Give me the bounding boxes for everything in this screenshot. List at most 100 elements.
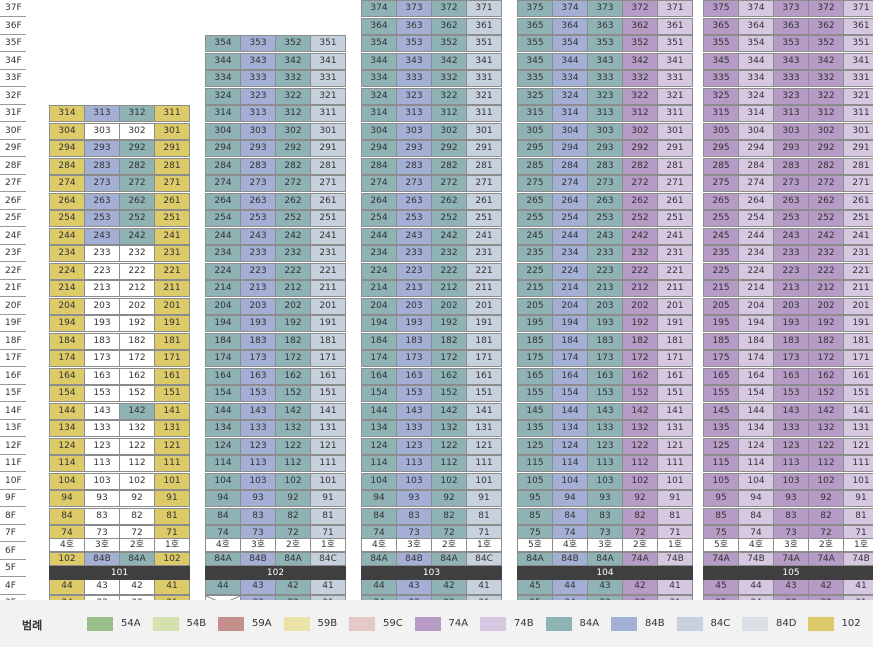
unit-cell: 182	[119, 332, 155, 350]
unit-type-label: 102	[154, 552, 190, 566]
unit-cell: 121	[843, 437, 873, 455]
unit-cell: 141	[843, 402, 873, 420]
unit-cell: 281	[310, 157, 346, 175]
unit-line-header: 3호	[396, 538, 432, 552]
unit-cell: 284	[361, 157, 397, 175]
unit-cell: 271	[657, 175, 693, 192]
unit-cell: 133	[396, 420, 432, 437]
unit-cell: 332	[622, 70, 658, 87]
unit-cell: 83	[587, 507, 623, 525]
unit-cell: 312	[275, 105, 311, 122]
unit-cell: 253	[396, 210, 432, 227]
unit-cell: 342	[808, 52, 844, 70]
unit-cell: 205	[703, 297, 739, 315]
unit-cell: 235	[517, 245, 553, 262]
floor-label: 11F	[0, 455, 26, 472]
unit-cell: 361	[466, 17, 502, 35]
unit-cell: 42	[119, 577, 155, 595]
legend-label: 54A	[121, 618, 141, 629]
building-label: 103	[361, 566, 502, 580]
unit-cell: 174	[49, 350, 85, 367]
unit-cell: 191	[466, 315, 502, 332]
unit-cell: 273	[773, 175, 809, 192]
unit-cell: 273	[84, 175, 120, 192]
unit-cell: 41	[657, 577, 693, 595]
unit-cell: 272	[808, 175, 844, 192]
unit-cell: 214	[361, 280, 397, 297]
unit-cell: 285	[517, 157, 553, 175]
unit-cell: 363	[587, 17, 623, 35]
unit-cell: 242	[275, 227, 311, 245]
unit-cell: 173	[240, 350, 276, 367]
unit-cell: 212	[275, 280, 311, 297]
unit-cell: 351	[310, 35, 346, 52]
unit-cell: 313	[587, 105, 623, 122]
floor-label: 7F	[0, 525, 26, 542]
unit-cell: 354	[738, 35, 774, 52]
unit-cell: 255	[703, 210, 739, 227]
unit-cell: 313	[396, 105, 432, 122]
unit-cell: 154	[49, 385, 85, 402]
unit-cell: 261	[466, 192, 502, 210]
unit-cell: 335	[517, 70, 553, 87]
unit-cell: 333	[773, 70, 809, 87]
unit-cell: 333	[240, 70, 276, 87]
unit-cell: 194	[205, 315, 241, 332]
unit-cell: 181	[310, 332, 346, 350]
unit-cell: 92	[275, 490, 311, 507]
unit-cell: 45	[703, 577, 739, 595]
unit-cell: 352	[275, 35, 311, 52]
unit-cell: 294	[552, 140, 588, 157]
unit-cell: 42	[622, 577, 658, 595]
floor-label: 8F	[0, 508, 26, 525]
unit-line-header: 4호	[205, 538, 241, 552]
unit-cell: 103	[240, 472, 276, 490]
unit-cell: 143	[773, 402, 809, 420]
unit-cell: 93	[587, 490, 623, 507]
unit-cell: 132	[622, 420, 658, 437]
unit-cell: 274	[552, 175, 588, 192]
unit-cell: 164	[49, 367, 85, 385]
unit-cell: 82	[622, 507, 658, 525]
unit-cell: 101	[310, 472, 346, 490]
unit-cell: 263	[396, 192, 432, 210]
floor-label: 37F	[0, 0, 26, 17]
unit-cell: 83	[240, 507, 276, 525]
unit-cell: 215	[517, 280, 553, 297]
floor-label: 12F	[0, 438, 26, 455]
unit-cell: 202	[622, 297, 658, 315]
unit-type-label: 74A	[773, 552, 809, 566]
unit-cell: 174	[738, 350, 774, 367]
unit-cell: 173	[396, 350, 432, 367]
unit-cell: 133	[84, 420, 120, 437]
unit-cell: 143	[240, 402, 276, 420]
unit-cell: 262	[622, 192, 658, 210]
unit-type-label: 84A	[275, 552, 311, 566]
unit-cell: 242	[119, 227, 155, 245]
legend-label: 59C	[383, 618, 403, 629]
unit-cell: 301	[154, 122, 190, 140]
unit-cell: 134	[552, 420, 588, 437]
unit-cell: 164	[361, 367, 397, 385]
unit-cell: 83	[773, 507, 809, 525]
legend-label: 102	[841, 618, 861, 629]
unit-cell: 331	[657, 70, 693, 87]
unit-cell: 251	[657, 210, 693, 227]
unit-cell: 171	[466, 350, 502, 367]
unit-type-label: 84A	[431, 552, 467, 566]
unit-cell: 273	[587, 175, 623, 192]
unit-line-header: 3호	[773, 538, 809, 552]
unit-cell: 173	[587, 350, 623, 367]
unit-cell: 241	[466, 227, 502, 245]
unit-cell: 44	[49, 577, 85, 595]
unit-cell: 101	[466, 472, 502, 490]
unit-cell: 262	[119, 192, 155, 210]
unit-cell: 103	[396, 472, 432, 490]
unit-cell: 343	[773, 52, 809, 70]
unit-cell: 81	[310, 507, 346, 525]
unit-cell: 215	[703, 280, 739, 297]
unit-cell: 311	[843, 105, 873, 122]
unit-cell: 371	[843, 0, 873, 17]
legend-swatch	[676, 617, 703, 631]
